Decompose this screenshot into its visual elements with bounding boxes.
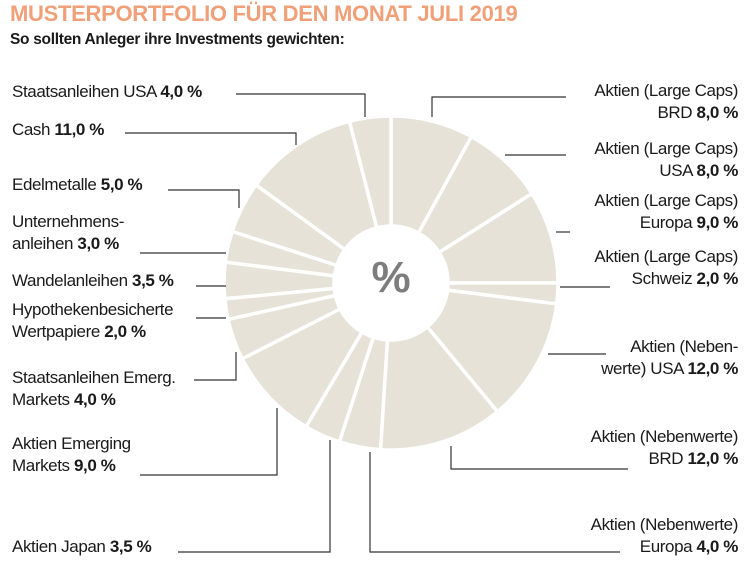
slice-label: Hypothekenbesicherte Wertpapiere 2,0 %	[12, 299, 174, 343]
leader-line	[140, 408, 278, 476]
slice-label: Aktien (Large Caps) Europa 9,0 %	[594, 190, 738, 234]
slice-name: Europa	[639, 537, 693, 556]
leader-line	[431, 96, 566, 117]
slice-label: Unternehmens-anleihen 3,0 %	[12, 211, 124, 255]
slice-value: 11,0 %	[54, 120, 105, 139]
slice-label: Cash 11,0 %	[12, 119, 104, 141]
slice-name: Cash	[12, 120, 51, 139]
slice-label-line2: Aktien Japan 3,5 %	[12, 536, 152, 558]
slice-label-line2: Schweiz 2,0 %	[594, 268, 739, 290]
chart-subtitle: So sollten Anleger ihre Investments gewi…	[10, 31, 345, 48]
slice-name: werte) USA	[601, 359, 684, 378]
slice-label-line1: Aktien (Neben-	[630, 337, 738, 356]
slice-label-line2: Wertpapiere 2,0 %	[12, 321, 173, 343]
slice-value: 8,0 %	[696, 161, 739, 180]
slice-label-line2: BRD 8,0 %	[594, 102, 738, 124]
slice-name: BRD	[648, 449, 684, 468]
slice-value: 8,0 %	[696, 103, 739, 122]
slice-value: 3,0 %	[77, 234, 119, 253]
slice-label-line2: Wandelanleihen 3,5 %	[12, 270, 174, 292]
slice-value: 2,0 %	[104, 322, 146, 341]
slice-label: Wandelanleihen 3,5 %	[12, 270, 174, 292]
slice-label: Aktien (Large Caps) BRD 8,0 %	[594, 80, 738, 124]
slice-label: Aktien (Large Caps) USA 8,0 %	[594, 138, 738, 182]
donut-slice	[347, 114, 393, 230]
slice-value: 3,5 %	[132, 271, 174, 290]
slice-name: Markets	[12, 390, 70, 409]
slice-label-line2: Europa 4,0 %	[591, 536, 739, 558]
donut-slice	[424, 288, 559, 415]
leader-line	[236, 93, 366, 117]
slice-name: USA	[659, 161, 693, 180]
slice-label: Staatsanleihen Emerg. Markets 4,0 %	[12, 367, 176, 411]
slice-value: 4,0 %	[160, 82, 202, 101]
slice-value: 5,0 %	[100, 175, 143, 194]
slice-value: 4,0 %	[73, 390, 116, 409]
slice-label-line1: Aktien Emerging	[12, 434, 131, 453]
slice-name: Staatsanleihen USA	[12, 82, 157, 101]
leader-line	[194, 352, 237, 381]
slice-value: 12,0 %	[687, 359, 738, 378]
slice-name: Schweiz	[631, 269, 693, 288]
slice-label-line1: Hypothekenbesicherte	[12, 300, 174, 319]
slice-value: 12,0 %	[687, 449, 738, 468]
slice-label: Staatsanleihen USA 4,0 %	[12, 81, 202, 103]
slice-value: 2,0 %	[696, 269, 739, 288]
slice-label-line1: Aktien (Large Caps)	[594, 247, 738, 266]
slice-name: anleihen	[12, 234, 74, 253]
slice-label: Aktien Japan 3,5 %	[12, 536, 152, 558]
leader-line	[450, 446, 628, 470]
slice-label-line1: Aktien (Large Caps)	[594, 81, 738, 100]
donut-slice	[378, 324, 500, 452]
slice-label-line1: Aktien (Large Caps)	[594, 191, 738, 210]
slice-name: Wandelanleihen	[12, 271, 128, 290]
slice-label-line2: Markets 4,0 %	[12, 389, 176, 411]
slice-label-line2: Staatsanleihen USA 4,0 %	[12, 81, 202, 103]
slice-label: Aktien Emerging Markets 9,0 %	[12, 433, 131, 477]
slice-name: BRD	[657, 103, 693, 122]
slice-label-line2: BRD 12,0 %	[591, 448, 738, 470]
slice-label: Aktien (Large Caps) Schweiz 2,0 %	[594, 246, 738, 290]
slice-value: 9,0 %	[73, 456, 116, 475]
slice-value: 3,5 %	[109, 537, 152, 556]
slice-value: 9,0 %	[696, 213, 739, 232]
slice-label-line2: USA 8,0 %	[594, 160, 738, 182]
leader-line	[369, 452, 620, 553]
slice-label: Aktien (Neben-werte) USA 12,0 %	[601, 336, 738, 380]
slice-label-line2: Cash 11,0 %	[12, 119, 104, 141]
slice-label-line2: Markets 9,0 %	[12, 455, 131, 477]
slice-label-line1: Aktien (Nebenwerte)	[590, 515, 739, 534]
slice-label-line2: Europa 9,0 %	[594, 212, 739, 234]
slice-label: Edelmetalle 5,0 %	[12, 174, 143, 196]
leader-line	[168, 189, 240, 208]
slice-label-line2: anleihen 3,0 %	[12, 233, 124, 255]
slice-label-line1: Staatsanleihen Emerg.	[12, 368, 176, 387]
slice-label-line1: Aktien (Large Caps)	[594, 139, 738, 158]
slice-value: 4,0 %	[696, 537, 739, 556]
leader-line	[125, 132, 297, 145]
slice-label-line2: Edelmetalle 5,0 %	[12, 174, 143, 196]
slice-label: Aktien (Nebenwerte) BRD 12,0 %	[590, 426, 739, 470]
chart-title: MUSTERPORTFOLIO FÜR DEN MONAT JULI 2019	[10, 1, 518, 26]
slice-label: Aktien (Nebenwerte) Europa 4,0 %	[590, 514, 739, 558]
slice-name: Markets	[12, 456, 70, 475]
center-percent-label: %	[371, 253, 411, 302]
slice-name: Wertpapiere	[12, 322, 100, 341]
slice-label-line1: Unternehmens-	[12, 212, 124, 231]
slice-name: Europa	[639, 213, 693, 232]
slice-label-line1: Aktien (Nebenwerte)	[590, 427, 739, 446]
slice-name: Edelmetalle	[12, 175, 97, 194]
slice-label-line2: werte) USA 12,0 %	[601, 358, 738, 380]
slice-name: Aktien Japan	[12, 537, 106, 556]
leader-line	[178, 440, 331, 553]
